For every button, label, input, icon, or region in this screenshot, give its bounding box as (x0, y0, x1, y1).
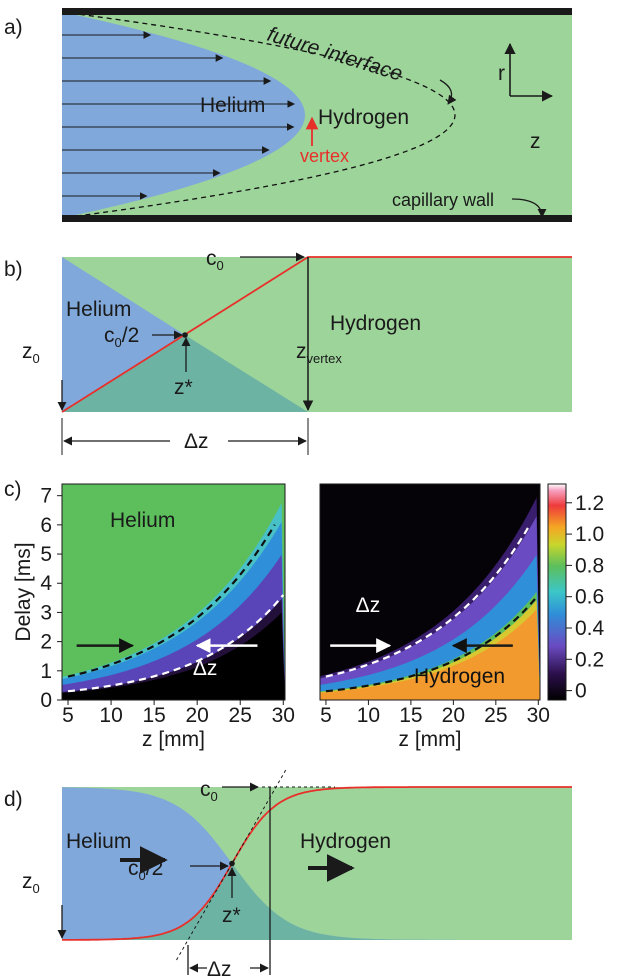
label-sub: 0 (115, 335, 122, 350)
label: capillary wall (392, 190, 494, 210)
label: z* (222, 904, 241, 927)
y-tick-label: 6 (40, 514, 52, 537)
label-tail: /2 (122, 324, 140, 347)
label: z0 (22, 870, 40, 896)
label: Hydrogen (330, 312, 421, 335)
panel-a: future interfaceHeliumHydrogenvertexrzca… (62, 8, 572, 222)
label-base: z (22, 870, 33, 893)
label-sub: 0 (139, 868, 146, 883)
label-base: c (200, 778, 211, 801)
label-base: c (128, 857, 139, 880)
label-sub: vertex (307, 351, 343, 366)
panel-label: b) (4, 258, 23, 281)
label: Δz (184, 430, 209, 453)
panel-label: a) (4, 16, 23, 39)
label: c0/2 (128, 857, 163, 883)
wall (62, 8, 572, 15)
label: Helium (66, 298, 131, 321)
y-axis-label: Delay [ms] (12, 542, 35, 641)
panel-label: d) (4, 788, 23, 811)
y-tick-label: 7 (40, 485, 52, 508)
label-tail: /2 (146, 857, 164, 880)
x-axis-label: z [mm] (142, 728, 205, 751)
label-base: c (104, 324, 115, 347)
label: c0 (206, 247, 224, 273)
label: z* (174, 376, 193, 399)
label-base: z (296, 340, 307, 363)
figure: future interfaceHeliumHydrogenvertexrzca… (0, 0, 619, 980)
x-tick-label: 20 (185, 704, 208, 727)
colorbar-tick-label: 0 (575, 680, 587, 703)
colorbar-tick-label: 0.4 (575, 617, 605, 640)
label: Δz (207, 958, 232, 980)
y-tick-label: 2 (40, 631, 52, 654)
label-sub: 0 (211, 789, 218, 804)
label: Δz (193, 657, 218, 680)
wall (62, 215, 572, 222)
colorbar-tick-label: 0.6 (575, 586, 604, 609)
x-tick-label: 30 (272, 704, 295, 727)
label-base: z (22, 340, 33, 363)
point (182, 332, 188, 338)
y-tick-label: 4 (40, 572, 52, 595)
x-tick-label: 25 (229, 704, 252, 727)
label: Helium (66, 830, 131, 853)
x-tick-label: 10 (357, 704, 380, 727)
label: vertex (300, 146, 349, 166)
label: Δz (356, 594, 381, 617)
label-sub: 0 (217, 258, 224, 273)
panel-label: c) (4, 478, 22, 501)
y-tick-label: 1 (40, 660, 52, 683)
colorbar-tick-label: 0.8 (575, 554, 604, 577)
label: c0/2 (104, 324, 139, 350)
x-tick-label: 30 (527, 704, 550, 727)
y-tick-label: 0 (40, 689, 52, 712)
x-tick-label: 5 (320, 704, 332, 727)
label: Hydrogen (414, 665, 505, 688)
x-tick-label: 15 (399, 704, 422, 727)
y-tick-label: 5 (40, 543, 52, 566)
panel-c: 5 10 15 20 25 30 z [mm] 5 10 15 20 25 30 z [mm] 0 1 2 3 4 5… (12, 484, 605, 751)
label: Hydrogen (318, 106, 409, 129)
x-tick-label: 10 (99, 704, 122, 727)
label: Helium (110, 509, 175, 532)
colorbar-tick-label: 0.2 (575, 648, 604, 671)
x-tick-label: 25 (484, 704, 507, 727)
x-tick-label: 20 (442, 704, 465, 727)
label: z (530, 130, 541, 153)
colorbar-tick-label: 1.2 (575, 492, 604, 515)
colorbar (548, 484, 566, 700)
label: Helium (200, 94, 265, 117)
x-tick-label: 5 (62, 704, 74, 727)
label: c0 (200, 778, 218, 804)
x-tick-label: 15 (142, 704, 165, 727)
label-sub: 0 (33, 351, 40, 366)
label: r (498, 62, 505, 85)
point (229, 861, 235, 867)
label: Hydrogen (300, 830, 391, 853)
y-tick-label: 3 (40, 601, 52, 624)
label: z0 (22, 340, 40, 366)
label-base: c (206, 247, 217, 270)
label-sub: 0 (33, 881, 40, 896)
x-axis-label: z [mm] (399, 728, 462, 751)
colorbar-tick-label: 1.0 (575, 523, 604, 546)
